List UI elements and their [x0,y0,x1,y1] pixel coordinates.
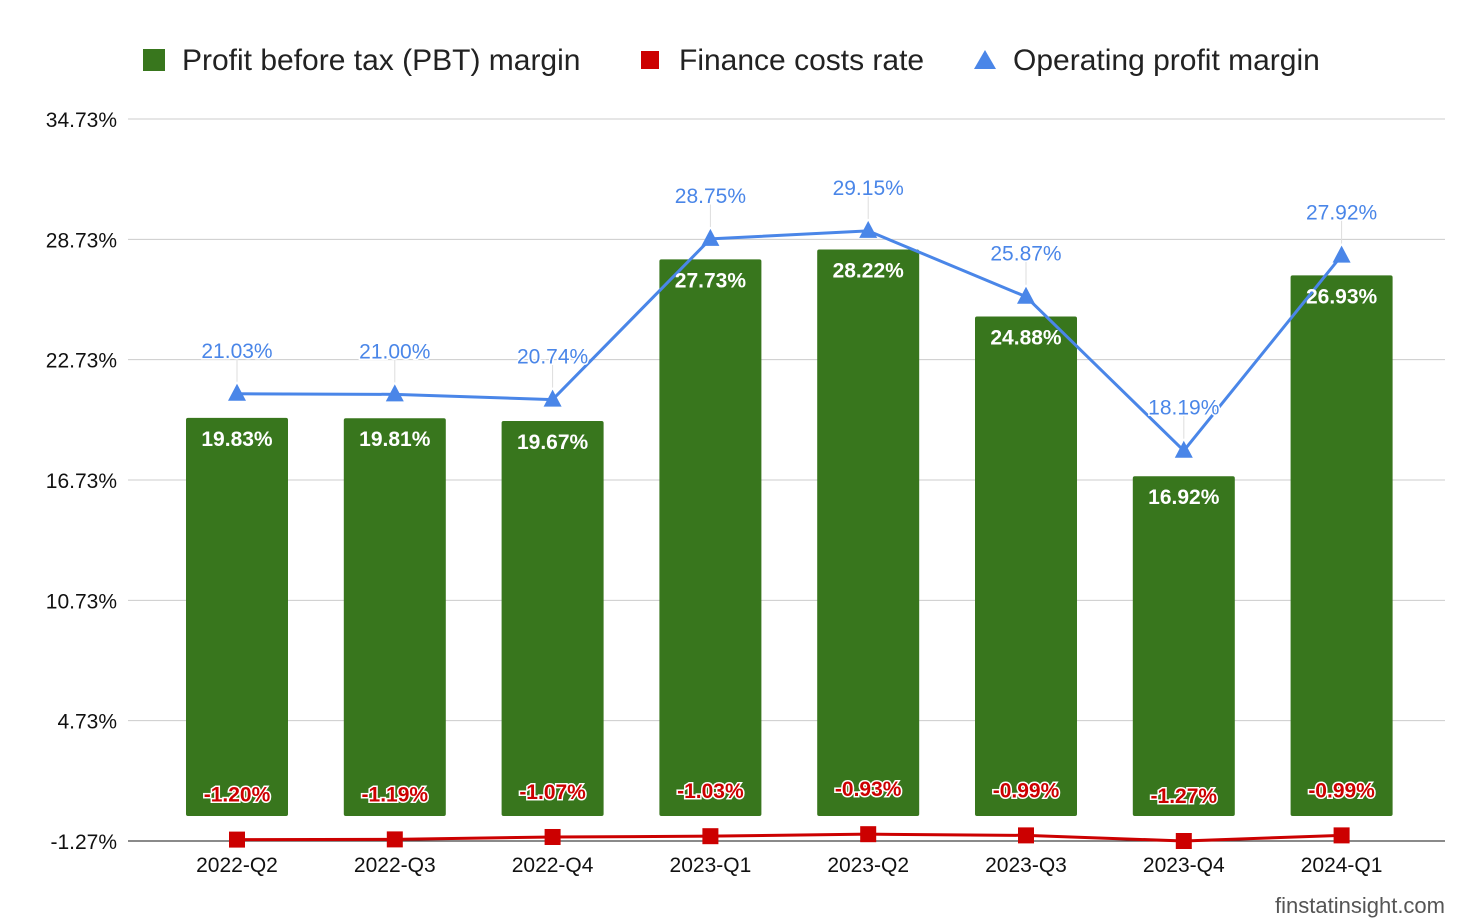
operating-margin-label: 28.75% [675,185,746,208]
operating-margin-point [701,228,720,246]
finance-costs-point [860,826,877,843]
operating-margin-label: 20.74% [517,346,588,369]
finance-costs-label: -1.20% [204,784,271,807]
pbt-bar-label: 19.81% [359,428,431,451]
finance-costs-point [1018,827,1034,844]
legend-marker-finance [641,51,659,69]
finance-costs-line [236,832,1342,843]
finance-costs-point [1175,833,1192,849]
pbt-bar-label: 19.67% [517,431,589,454]
x-tick-label: 2023-Q4 [1143,854,1225,877]
legend-marker-operating [974,50,996,69]
finance-costs-point [702,828,719,845]
pbt-bar-label: 28.22% [833,260,905,283]
finance-costs-point [544,828,561,845]
legend-marker-pbt [143,49,165,71]
pbt-bar [343,418,446,816]
finance-costs-label: -0.99% [993,779,1060,802]
legend-label: Operating profit margin [1013,44,1320,77]
pbt-bar-label: 26.93% [1306,285,1378,308]
pbt-bar-label: 24.88% [990,327,1062,350]
x-tick-label: 2023-Q1 [670,854,752,877]
x-axis: 2022-Q2 2022-Q3 2022-Q4 2023-Q1 2023-Q2 2023-… [196,854,1382,877]
operating-margin-label: 21.03% [201,340,272,363]
data-labels: 19.83% 19.81% 19.67% 27.73% 28.22% 24.88% 16.9… [200,175,1379,809]
operating-margin-line [236,229,1343,453]
operating-margin-point [228,383,246,401]
finance-costs-point [229,831,245,848]
x-tick-label: 2022-Q3 [354,854,436,877]
y-tick-label: 4.73% [57,711,117,734]
y-tick-label: 10.73% [46,590,117,613]
operating-margin-label: 25.87% [990,243,1061,266]
operating-margin-point [1332,245,1351,263]
operating-margin-point [1174,440,1193,458]
pbt-bar-label: 19.83% [201,428,273,451]
pbt-bar [817,249,920,817]
operating-margin-label: 27.92% [1306,202,1377,225]
y-tick-label: 28.73% [46,229,117,252]
legend: Profit before tax (PBT) margin Finance co… [143,44,1320,77]
finance-costs-label: -0.99% [1308,779,1375,802]
finance-costs-point [386,831,403,848]
y-axis: -1.27% 4.73% 10.73% 16.73% 22.73% 28.73% 34.73… [46,109,117,854]
operating-margin-point [543,389,562,407]
legend-label: Finance costs rate [679,44,924,77]
operating-margin-label: 18.19% [1148,397,1219,420]
gridlines [128,118,1445,842]
x-tick-label: 2023-Q3 [985,854,1067,877]
pbt-bar [659,259,762,816]
finance-costs-label: -1.03% [677,780,744,803]
x-tick-label: 2022-Q2 [196,854,278,877]
operating-margin-label: 21.00% [359,340,430,363]
y-tick-label: 34.73% [46,109,117,132]
finance-costs-label: -0.93% [835,778,902,801]
pbt-bar [975,316,1077,816]
operating-margin-point [859,220,878,238]
finance-costs-label: -1.07% [519,781,586,804]
watermark-text: finstatinsight.com [1275,893,1445,918]
operating-margin-label: 29.15% [833,177,904,200]
pbt-bar [1132,476,1235,816]
x-tick-label: 2022-Q4 [512,854,594,877]
x-tick-label: 2023-Q2 [827,854,909,877]
pbt-bar-label: 16.92% [1148,486,1220,509]
pbt-bar [1290,275,1393,816]
legend-label: Profit before tax (PBT) margin [182,44,580,77]
y-tick-label: 22.73% [46,350,117,373]
pbt-bars [186,249,1393,817]
y-tick-label: 16.73% [46,470,117,493]
pbt-bar [501,421,604,816]
finance-costs-point [1333,827,1350,844]
pbt-bar [186,417,288,816]
finance-costs-label: -1.19% [362,783,429,806]
x-tick-label: 2024-Q1 [1301,854,1383,877]
pbt-bar-label: 27.73% [675,269,747,292]
finance-costs-label: -1.27% [1151,785,1218,808]
operating-margin-point [1017,286,1035,304]
series-lines [228,220,1351,849]
operating-margin-point [385,384,404,402]
y-tick-label: -1.27% [50,831,117,854]
